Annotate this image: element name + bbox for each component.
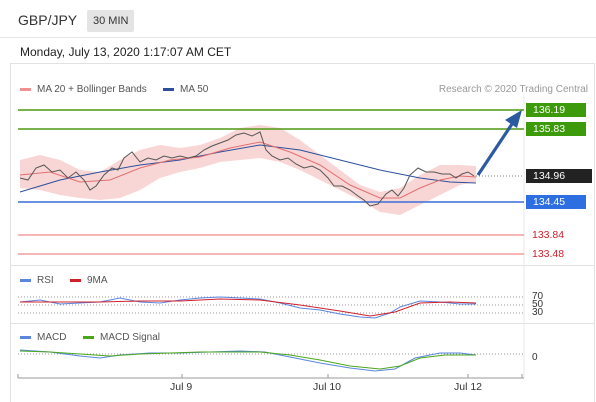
level-label-s2: 133.84 [532, 229, 565, 241]
macd-line [19, 349, 477, 372]
legend-bollinger-label: MA 20 + Bollinger Bands [37, 84, 147, 95]
macd-signal-line [19, 350, 476, 370]
level-label-s3: 133.48 [532, 248, 565, 260]
current-price-tag: 134.96 [526, 169, 592, 183]
rsi-tick-50: 50 [532, 299, 544, 310]
x-label-jul9: Jul 9 [170, 381, 193, 393]
x-label-jul12: Jul 12 [454, 381, 483, 393]
legend-ma50: MA 50 [163, 84, 208, 95]
level-tag-r2: 136.19 [526, 103, 586, 117]
datetime-label: Monday, July 13, 2020 1:17:07 AM CET [20, 45, 232, 59]
legend-macd-signal-label: MACD Signal [100, 332, 161, 343]
macd-swatch-icon [20, 335, 31, 339]
rsi-tick-70: 70 [532, 291, 544, 302]
panel-divider-rsi [10, 265, 595, 266]
rsi-ma-swatch-icon [70, 278, 81, 282]
legend-macd: MACD [20, 332, 66, 343]
timeframe-button[interactable]: 30 MIN [87, 10, 135, 32]
legend-rsi-ma-label: 9MA [87, 275, 108, 286]
projection-arrow-shaft [476, 123, 514, 176]
currency-pair-title: GBP/JPY [18, 12, 78, 28]
ma50-swatch-icon [163, 87, 174, 91]
level-tag-s1: 134.45 [526, 195, 586, 209]
legend-rsi: RSI [20, 275, 54, 286]
legend-rsi-label: RSI [37, 275, 54, 286]
header-bar: GBP/JPY 30 MIN [0, 0, 596, 38]
projection-arrow-head-icon [505, 110, 522, 128]
rsi-swatch-icon [20, 278, 31, 282]
legend-ma50-label: MA 50 [180, 84, 209, 95]
macd-tick-0: 0 [532, 352, 538, 363]
rsi-tick-30: 30 [532, 307, 544, 318]
legend-rsi-ma: 9MA [70, 275, 108, 286]
legend-macd-signal: MACD Signal [83, 332, 160, 343]
price-candles [19, 131, 475, 207]
bollinger-swatch-icon [20, 87, 31, 91]
level-tag-r1: 135.83 [526, 122, 586, 136]
rsi-ma-line [20, 298, 477, 317]
x-label-jul10: Jul 10 [313, 381, 342, 393]
legend-bollinger: MA 20 + Bollinger Bands [20, 84, 147, 95]
ma50-line [19, 144, 477, 193]
ma20-line [19, 141, 477, 199]
panel-divider-macd [10, 323, 595, 324]
macd-signal-swatch-icon [83, 335, 94, 339]
credit-text: Research © 2020 Trading Central [438, 84, 588, 95]
legend-macd-label: MACD [37, 332, 67, 343]
bollinger-band-area [20, 125, 476, 215]
chart-panel [10, 63, 595, 402]
